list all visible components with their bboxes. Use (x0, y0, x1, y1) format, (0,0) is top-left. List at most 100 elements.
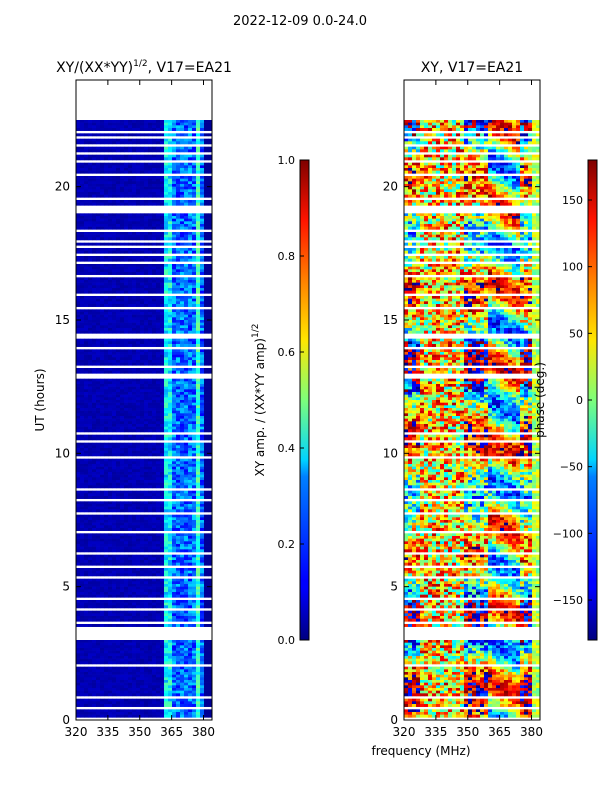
heatmap-cell (100, 589, 105, 593)
heatmap-cell (88, 469, 93, 473)
heatmap-cell (128, 437, 133, 441)
heatmap-cell (136, 298, 141, 302)
heatmap-cell (92, 146, 97, 150)
heatmap-cell (104, 178, 109, 182)
heatmap-cell (156, 402, 161, 406)
heatmap-cell (184, 317, 189, 321)
heatmap-cell (128, 592, 133, 595)
heatmap-cell (184, 586, 189, 590)
heatmap-cell (128, 352, 133, 355)
heatmap-cell (120, 216, 125, 219)
heatmap-cell (148, 389, 153, 393)
heatmap-cell (204, 234, 209, 238)
heatmap-cell (88, 560, 93, 563)
heatmap-cell (96, 272, 101, 275)
heatmap-cell (136, 370, 141, 374)
heatmap-cell (184, 472, 189, 475)
heatmap-cell (92, 162, 97, 166)
heatmap-cell (188, 170, 193, 174)
heatmap-cell (136, 442, 141, 446)
heatmap-cell (132, 568, 137, 571)
heatmap-cell (140, 314, 145, 318)
heatmap-cell (116, 248, 121, 251)
heatmap-cell (80, 322, 85, 326)
heatmap-cell (164, 472, 169, 475)
heatmap-cell (200, 349, 205, 353)
heatmap-cell (156, 586, 161, 590)
heatmap-cell (136, 410, 141, 414)
heatmap-cell (208, 477, 213, 481)
heatmap-cell (168, 133, 173, 137)
heatmap-cell (164, 266, 169, 270)
heatmap-cell (172, 178, 177, 182)
heatmap-cell (188, 280, 193, 283)
heatmap-cell (200, 581, 205, 585)
heatmap-cell (136, 397, 141, 401)
heatmap-cell (124, 458, 129, 462)
heatmap-cell (176, 162, 181, 166)
heatmap-cell (76, 453, 81, 457)
heatmap-cell (116, 426, 121, 430)
heatmap-cell (192, 418, 197, 422)
heatmap-cell (184, 202, 189, 206)
heatmap-cell (136, 533, 141, 537)
heatmap-cell (152, 573, 157, 577)
heatmap-cell (140, 157, 145, 161)
heatmap-cell (188, 477, 193, 481)
heatmap-cell (152, 298, 157, 302)
heatmap-cell (116, 125, 121, 129)
heatmap-cell (188, 341, 193, 345)
heatmap-cell (116, 392, 121, 395)
heatmap-cell (76, 485, 81, 489)
heatmap-cell (196, 352, 201, 355)
heatmap-cell (176, 125, 181, 129)
heatmap-cell (148, 202, 153, 206)
heatmap-cell (96, 424, 101, 427)
heatmap-cell (124, 314, 129, 318)
heatmap-cell (104, 520, 109, 523)
heatmap-cell (88, 162, 93, 166)
heatmap-cell (108, 285, 113, 289)
heatmap-cell (208, 242, 213, 246)
heatmap-cell (196, 162, 201, 166)
heatmap-cell (96, 594, 101, 598)
heatmap-cell (140, 202, 145, 206)
heatmap-cell (124, 338, 129, 342)
heatmap-cell (168, 474, 173, 478)
heatmap-cell (132, 325, 137, 329)
heatmap-cell (88, 330, 93, 334)
heatmap-cell (184, 218, 189, 222)
heatmap-cell (168, 418, 173, 422)
heatmap-cell (84, 402, 89, 406)
heatmap-cell (128, 232, 133, 235)
heatmap-cell (88, 202, 93, 206)
heatmap-cell (196, 384, 201, 387)
heatmap-cell (140, 528, 145, 531)
heatmap-cell (140, 397, 145, 401)
heatmap-cell (96, 258, 101, 262)
heatmap-cell (180, 192, 185, 195)
heatmap-cell (176, 445, 181, 449)
heatmap-cell (200, 501, 205, 505)
heatmap-cell (80, 594, 85, 598)
heatmap-cell (160, 485, 165, 489)
heatmap-cell (196, 226, 201, 230)
heatmap-cell (208, 149, 213, 153)
heatmap-cell (108, 410, 113, 414)
heatmap-cell (176, 450, 181, 454)
heatmap-cell (176, 189, 181, 193)
heatmap-cell (92, 400, 97, 403)
heatmap-cell (80, 250, 85, 254)
heatmap-cell (76, 437, 81, 441)
heatmap-cell (76, 282, 81, 286)
heatmap-cell (188, 397, 193, 401)
heatmap-cell (168, 224, 173, 227)
heatmap-cell (204, 472, 209, 475)
heatmap-cell (100, 541, 105, 545)
heatmap-cell (176, 133, 181, 137)
heatmap-cell (164, 181, 169, 185)
heatmap-cell (132, 320, 137, 323)
heatmap-cell (112, 482, 117, 486)
heatmap-cell (80, 392, 85, 395)
heatmap-cell (148, 384, 153, 387)
